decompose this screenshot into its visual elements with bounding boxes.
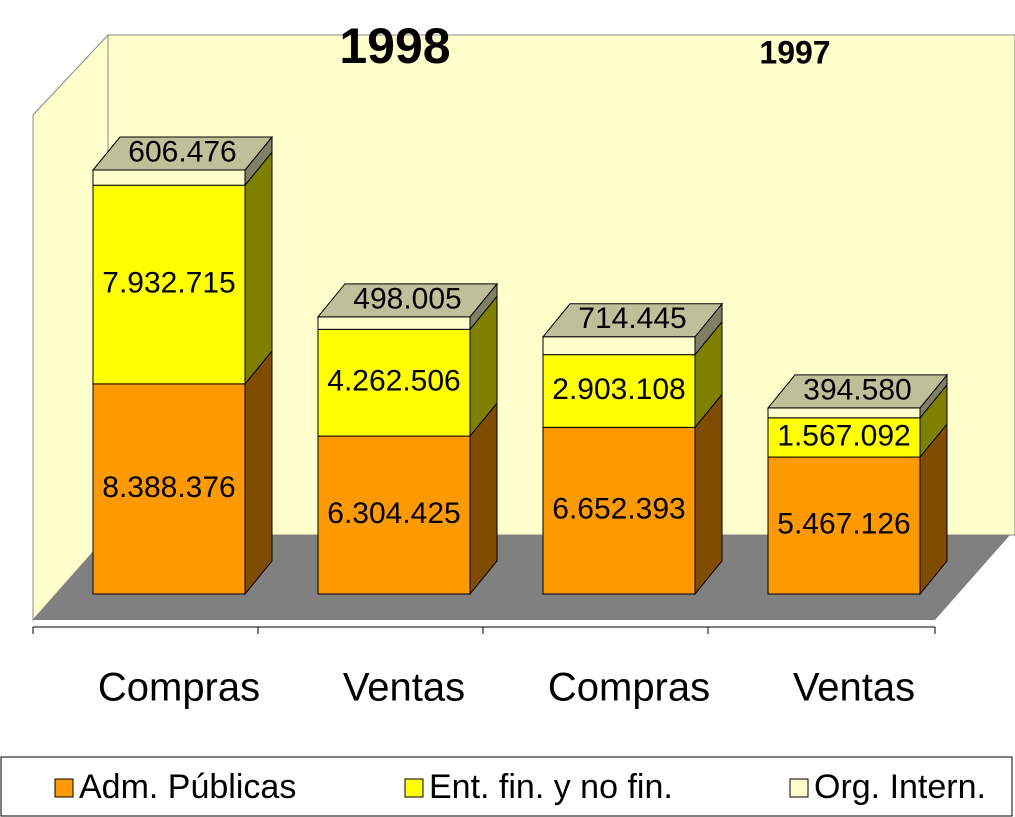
- x-tick-label: Ventas: [343, 666, 465, 710]
- value-label: 6.652.393: [552, 493, 685, 526]
- x-tick-label: Ventas: [793, 666, 915, 710]
- floor: [33, 535, 1010, 620]
- value-label: 714.445: [578, 302, 686, 335]
- value-label: 5.467.126: [777, 507, 910, 540]
- value-label: 1.567.092: [777, 419, 910, 452]
- value-label: 498.005: [353, 282, 461, 315]
- bar: [767, 407, 921, 419]
- bar-side: [244, 150, 273, 386]
- bar-top: [541, 303, 724, 338]
- bar-top: [91, 136, 274, 171]
- bar-side: [694, 392, 723, 596]
- legend-label: Ent. fin. y no fin.: [429, 768, 673, 806]
- value-label: 6.304.425: [327, 497, 460, 530]
- bar-top: [766, 374, 949, 409]
- bar: [542, 354, 696, 428]
- value-label: 606.476: [128, 135, 236, 168]
- annotation: 1997: [759, 34, 830, 70]
- legend-box: [0, 756, 1013, 817]
- value-label: 7.932.715: [102, 266, 235, 299]
- bar: [317, 435, 471, 595]
- legend-swatch: [404, 778, 424, 798]
- bar-side: [244, 349, 273, 596]
- legend-label: Org. Intern.: [814, 768, 986, 806]
- legend-swatch: [54, 778, 74, 798]
- bar: [317, 328, 471, 437]
- value-label: 2.903.108: [552, 373, 685, 406]
- legend-label: Adm. Públicas: [79, 768, 296, 806]
- bar: [92, 169, 246, 186]
- bar: [767, 456, 921, 595]
- annotation: 1998: [339, 18, 450, 74]
- bar: [92, 383, 246, 595]
- bar-top: [316, 283, 499, 318]
- x-tick-label: Compras: [548, 666, 710, 710]
- bar: [317, 316, 471, 330]
- value-label: 394.580: [803, 373, 911, 406]
- x-tick-label: Compras: [98, 666, 260, 710]
- value-label: 8.388.376: [102, 471, 235, 504]
- bar: [542, 336, 696, 356]
- legend-swatch: [789, 778, 809, 798]
- bar: [92, 184, 246, 385]
- bar: [542, 426, 696, 595]
- bar: [767, 417, 921, 458]
- value-label: 4.262.506: [327, 365, 460, 398]
